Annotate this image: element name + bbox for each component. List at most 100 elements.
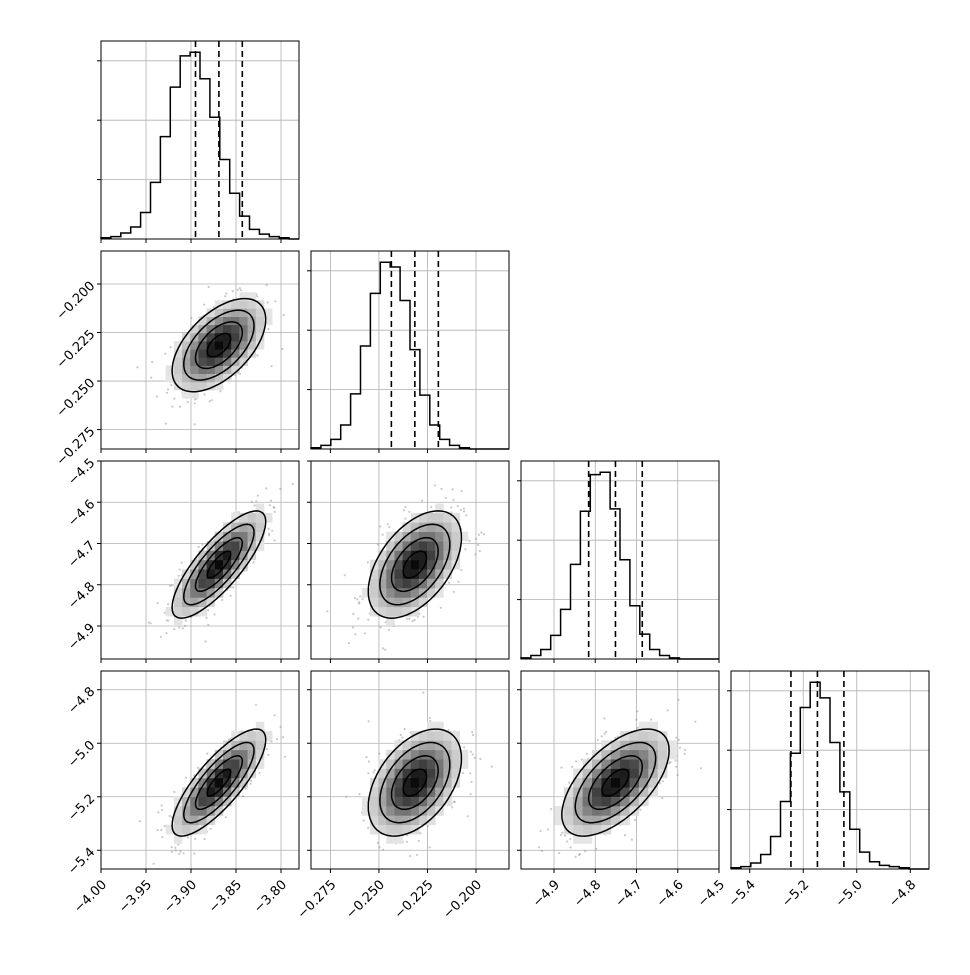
density-patch <box>427 740 436 751</box>
density-patch <box>427 578 436 589</box>
density-patch <box>231 768 240 779</box>
density-patch <box>601 787 612 797</box>
scatter-point <box>459 508 462 511</box>
scatter-point <box>417 839 420 843</box>
density-patch <box>231 316 240 326</box>
density-patch <box>255 341 265 350</box>
density-patch <box>223 569 232 579</box>
y-tick-label: −4.8 <box>65 684 98 717</box>
density-patch <box>573 824 583 835</box>
density-patch <box>198 606 207 617</box>
density-patch <box>214 787 224 797</box>
density-patch <box>410 597 420 608</box>
scatter-point <box>405 617 408 620</box>
density-patch <box>443 740 452 751</box>
density-patch <box>638 740 649 751</box>
density-patch <box>402 588 412 598</box>
density-patch <box>601 815 612 826</box>
scatter-point <box>382 848 385 851</box>
density-patch <box>563 796 574 807</box>
contours <box>171 297 267 393</box>
density-patch <box>435 796 444 807</box>
density-patch <box>182 796 191 807</box>
density-patch <box>247 512 257 523</box>
scatter-point <box>161 808 164 811</box>
density-patch <box>435 777 444 788</box>
x-tick-label: −0.225 <box>392 877 437 922</box>
density-patch <box>410 777 420 788</box>
scatter-point <box>174 849 177 852</box>
y-tick-label: −4.8 <box>65 579 98 612</box>
scatter-point <box>694 720 697 723</box>
density-patch <box>206 806 216 816</box>
scatter-point <box>479 757 482 761</box>
density-patch <box>610 740 621 751</box>
scatter-point <box>227 738 230 741</box>
scatter-point <box>352 612 355 616</box>
density-patch <box>239 308 248 317</box>
density-patch <box>223 324 232 334</box>
density-patch <box>378 588 387 598</box>
density-patch <box>573 806 583 816</box>
contour-level-3 <box>561 728 670 837</box>
scatter-point <box>207 623 210 627</box>
scatter-point <box>373 769 376 772</box>
panel-frame <box>310 250 510 450</box>
density-patch <box>402 806 412 816</box>
scatter-point <box>471 731 474 734</box>
scatter-point <box>164 422 167 425</box>
scatter-point <box>250 500 253 503</box>
density-patch <box>657 731 668 741</box>
density-patch <box>394 578 403 589</box>
density-patch <box>648 759 658 769</box>
scatter-point <box>575 760 578 763</box>
density-patch <box>418 787 428 797</box>
density-patch <box>378 606 387 617</box>
density-patch <box>648 768 658 779</box>
density-patch <box>214 569 224 579</box>
scatter-point <box>204 640 207 643</box>
density-patch <box>573 796 583 807</box>
density-patch <box>394 559 403 570</box>
scatter-point <box>203 838 206 841</box>
density-patch <box>427 777 436 788</box>
panel-0-0 <box>97 40 300 243</box>
density-patch <box>394 541 403 551</box>
scatter-point <box>258 771 261 774</box>
density-patch <box>620 777 630 788</box>
scatter-point <box>229 594 232 597</box>
scatter-point <box>170 816 173 819</box>
scatter-point <box>474 553 477 556</box>
density-patch <box>206 759 216 769</box>
density-patch <box>182 588 191 598</box>
x-tick-label: −3.85 <box>206 877 245 916</box>
scatter-point <box>178 405 182 408</box>
density-patch <box>263 731 273 741</box>
density-patch <box>394 588 403 598</box>
y-tick-label: −4.9 <box>65 621 98 654</box>
density-patch <box>182 824 191 835</box>
density-patch <box>206 365 216 374</box>
density-patch <box>231 569 240 579</box>
scatter-point <box>359 595 362 598</box>
panel-2-0: −4.9−4.8−4.7−4.6−4.5 <box>65 456 300 663</box>
density-patch <box>582 759 593 769</box>
scatter-point <box>378 846 381 849</box>
scatter-point <box>357 617 360 620</box>
density-patch <box>214 341 224 350</box>
density-patch <box>402 550 412 561</box>
density-patch <box>263 308 273 317</box>
scatter-point <box>268 532 271 535</box>
density-patch <box>427 759 436 769</box>
density-patch <box>394 606 403 617</box>
density-patch <box>182 787 191 797</box>
scatter-point <box>683 752 686 756</box>
scatter-point <box>405 840 409 843</box>
density-patch <box>198 597 207 608</box>
density-patch <box>378 796 387 807</box>
scatter-point <box>267 753 270 756</box>
density-patch <box>198 316 207 326</box>
scatter-point <box>452 800 456 803</box>
scatter-point <box>273 539 276 542</box>
